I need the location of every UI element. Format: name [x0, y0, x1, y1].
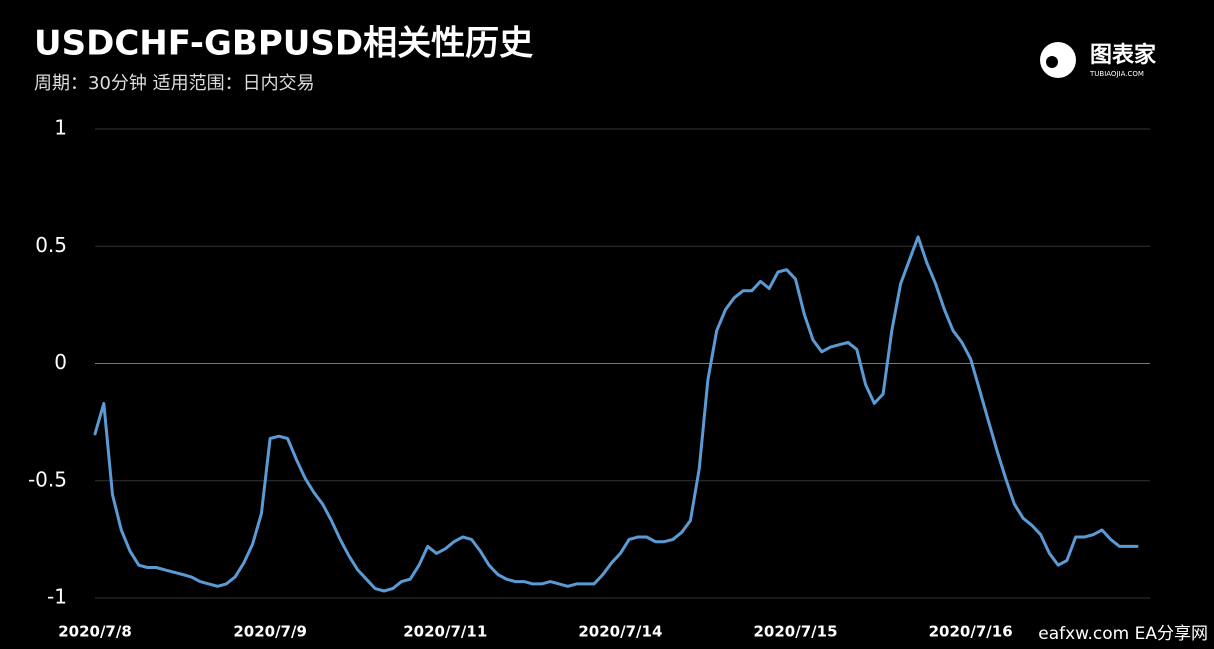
watermark: eafxw.com EA分享网 [1038, 624, 1208, 644]
x-tick-label: 2020/7/15 [753, 623, 837, 641]
logo-icon-eye [1046, 56, 1058, 68]
y-tick-label: 1 [54, 116, 67, 140]
data-line [93, 235, 1139, 593]
chart-subtitle: 周期：30分钟 适用范围：日内交易 [34, 73, 315, 94]
logo: 图表家 TUBIAOJIA.COM [1040, 42, 1157, 78]
logo-icon [1040, 42, 1076, 78]
x-tick-label: 2020/7/8 [58, 623, 132, 641]
x-tick-label: 2020/7/16 [929, 623, 1013, 641]
x-tick-label: 2020/7/11 [403, 623, 487, 641]
logo-site: TUBIAOJIA.COM [1089, 70, 1144, 78]
y-tick-label: -1 [47, 585, 67, 609]
logo-name: 图表家 [1090, 42, 1157, 68]
y-tick-label: 0 [54, 350, 67, 374]
y-tick-label: 0.5 [35, 233, 67, 257]
chart-title: USDCHF-GBPUSD相关性历史 [34, 24, 533, 64]
x-tick-label: 2020/7/9 [233, 623, 307, 641]
x-tick-label: 2020/7/14 [578, 623, 662, 641]
y-tick-label: -0.5 [28, 467, 67, 491]
